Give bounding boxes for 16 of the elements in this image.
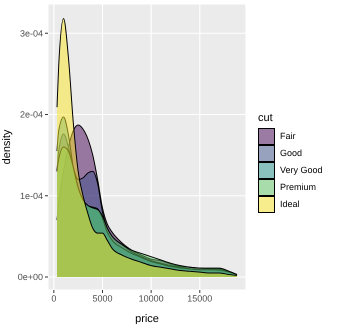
x-tick-label: 0 — [51, 293, 56, 304]
x-axis-title: price — [135, 313, 159, 324]
legend-label: Ideal — [280, 199, 300, 209]
legend-label: Very Good — [280, 165, 323, 175]
y-axis-title: density — [0, 129, 13, 164]
legend-label: Premium — [280, 182, 316, 192]
legend-title: cut — [258, 112, 274, 124]
x-tick-label: 5000 — [92, 293, 112, 304]
y-tick-label: 2e-04 — [20, 110, 43, 120]
y-tick-label: 1e-04 — [20, 190, 43, 201]
y-tick-label: 0e+00 — [18, 272, 43, 282]
legend-label: Fair — [280, 131, 296, 141]
x-tick-label: 15000 — [187, 293, 212, 304]
y-tick-label: 3e-04 — [20, 28, 43, 38]
legend-label: Good — [280, 148, 302, 158]
x-tick-label: 10000 — [138, 293, 164, 304]
